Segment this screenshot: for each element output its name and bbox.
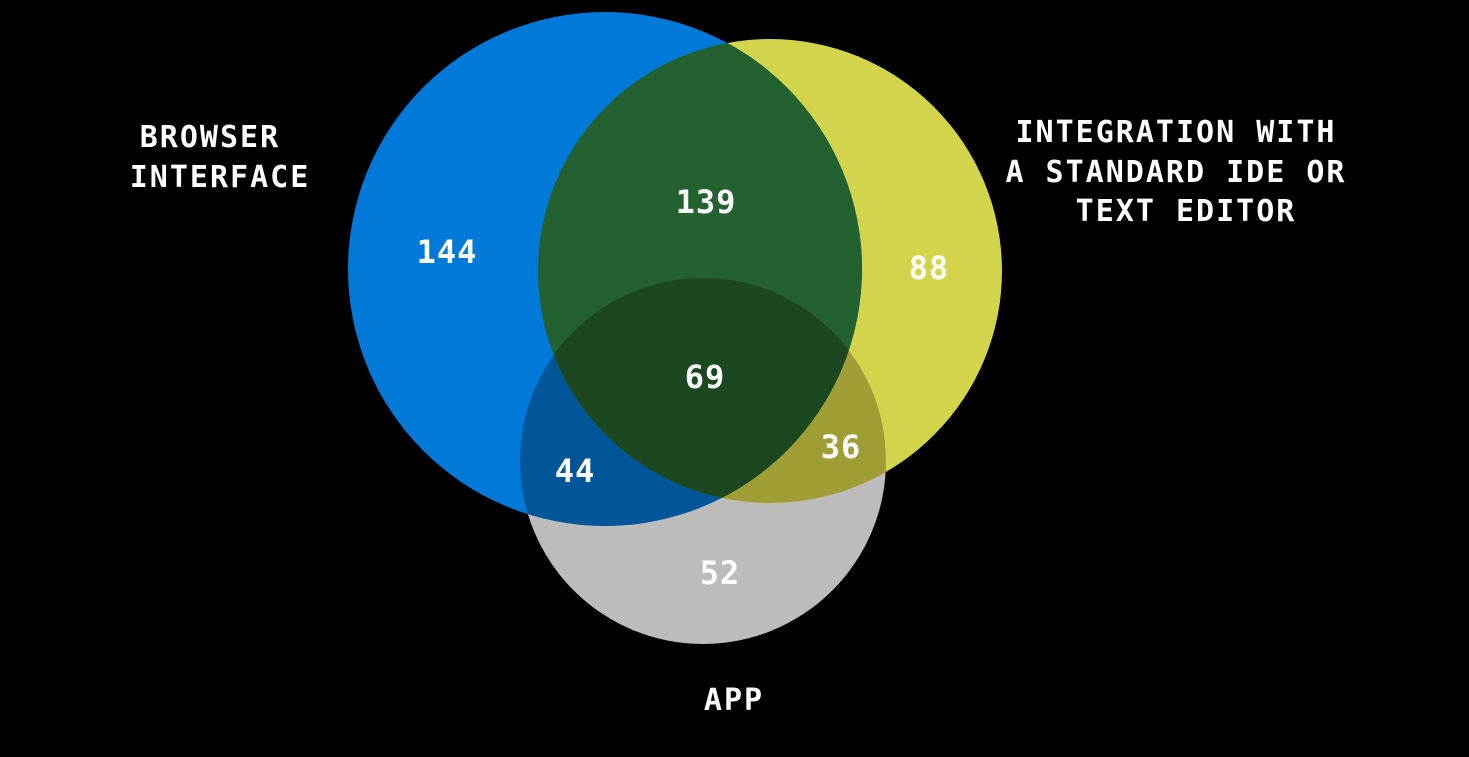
set-label-browser-line-2: INTERFACE (130, 160, 311, 195)
count-browser-app: 44 (555, 452, 596, 490)
count-app-only: 52 (700, 554, 741, 592)
set-label-ide: INTEGRATION WITH A STANDARD IDE OR TEXT … (1005, 115, 1366, 229)
count-browser-only: 144 (417, 233, 478, 271)
set-label-browser-line-1: BROWSER (140, 120, 280, 155)
overlap-all (538, 278, 862, 503)
count-browser-ide: 139 (676, 183, 737, 221)
set-label-app: APP (704, 683, 764, 718)
count-ide-only: 88 (909, 249, 950, 287)
set-label-ide-line-3: TEXT EDITOR (1076, 194, 1297, 229)
set-label-ide-line-2: A STANDARD IDE OR (1005, 155, 1346, 190)
count-all: 69 (685, 358, 726, 396)
count-ide-app: 36 (821, 428, 862, 466)
set-label-browser: BROWSER INTERFACE (130, 120, 311, 195)
set-label-ide-line-1: INTEGRATION WITH (1015, 115, 1336, 150)
